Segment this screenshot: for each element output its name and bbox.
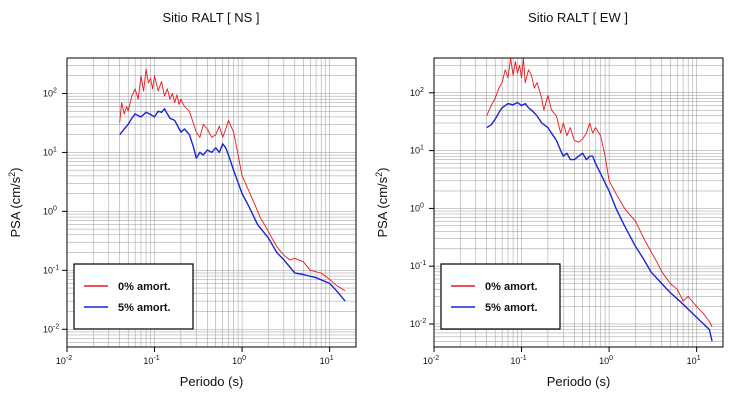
x-tick-label: 101 bbox=[687, 355, 701, 366]
legend: 0% amort. 5% amort. bbox=[440, 263, 561, 330]
x-tick-label: 10-1 bbox=[143, 355, 159, 366]
x-tick-label: 100 bbox=[599, 355, 613, 366]
y-tick-label: 100 bbox=[43, 205, 57, 216]
y-tick-label: 101 bbox=[410, 145, 424, 156]
y-tick-label: 10-1 bbox=[410, 260, 426, 271]
x-axis-label: Periodo (s) bbox=[180, 374, 244, 389]
x-tick-label: 101 bbox=[320, 355, 334, 366]
y-tick-label: 102 bbox=[410, 87, 424, 98]
legend-label-undamped: 0% amort. bbox=[118, 281, 171, 293]
y-axis-label: PSA (cm/s2) bbox=[374, 167, 390, 237]
plot-frame bbox=[66, 57, 357, 348]
legend: 0% amort. 5% amort. bbox=[73, 263, 194, 330]
chart-title: Sitio RALT [ NS ] bbox=[162, 10, 259, 25]
series-line-damped bbox=[486, 101, 713, 342]
plot-frame bbox=[433, 57, 724, 348]
y-tick-label: 100 bbox=[410, 202, 424, 213]
x-tick-label: 10-2 bbox=[423, 355, 439, 366]
x-tick-label: 100 bbox=[232, 355, 246, 366]
series-line-undamped bbox=[119, 68, 346, 292]
series-line-damped bbox=[119, 108, 346, 302]
legend-label-damped: 5% amort. bbox=[118, 302, 171, 314]
x-axis-label: Periodo (s) bbox=[547, 374, 611, 389]
y-tick-label: 10-2 bbox=[410, 318, 426, 329]
chart-panel-2: Sitio RALT [ EW ] 10-2 10-1 100 101 10-2 10-1 1… bbox=[374, 10, 724, 389]
legend-label-undamped: 0% amort. bbox=[485, 281, 538, 293]
grid-lines bbox=[434, 58, 723, 347]
y-tick-label: 101 bbox=[43, 146, 57, 157]
x-tick-label: 10-2 bbox=[56, 355, 72, 366]
y-tick-label: 10-2 bbox=[43, 323, 59, 334]
y-axis-label: PSA (cm/s2) bbox=[7, 167, 23, 237]
chart-title: Sitio RALT [ EW ] bbox=[528, 10, 628, 25]
x-tick-label: 10-1 bbox=[510, 355, 526, 366]
legend-box bbox=[73, 263, 194, 330]
legend-box bbox=[440, 263, 561, 330]
chart-panel-1: Sitio RALT [ NS ] 10-2 10-1 100 101 10-2 10-1 1… bbox=[7, 10, 357, 389]
legend-label-damped: 5% amort. bbox=[485, 302, 538, 314]
y-tick-label: 102 bbox=[43, 87, 57, 98]
y-tick-label: 10-1 bbox=[43, 264, 59, 275]
series-line-undamped bbox=[486, 58, 713, 327]
